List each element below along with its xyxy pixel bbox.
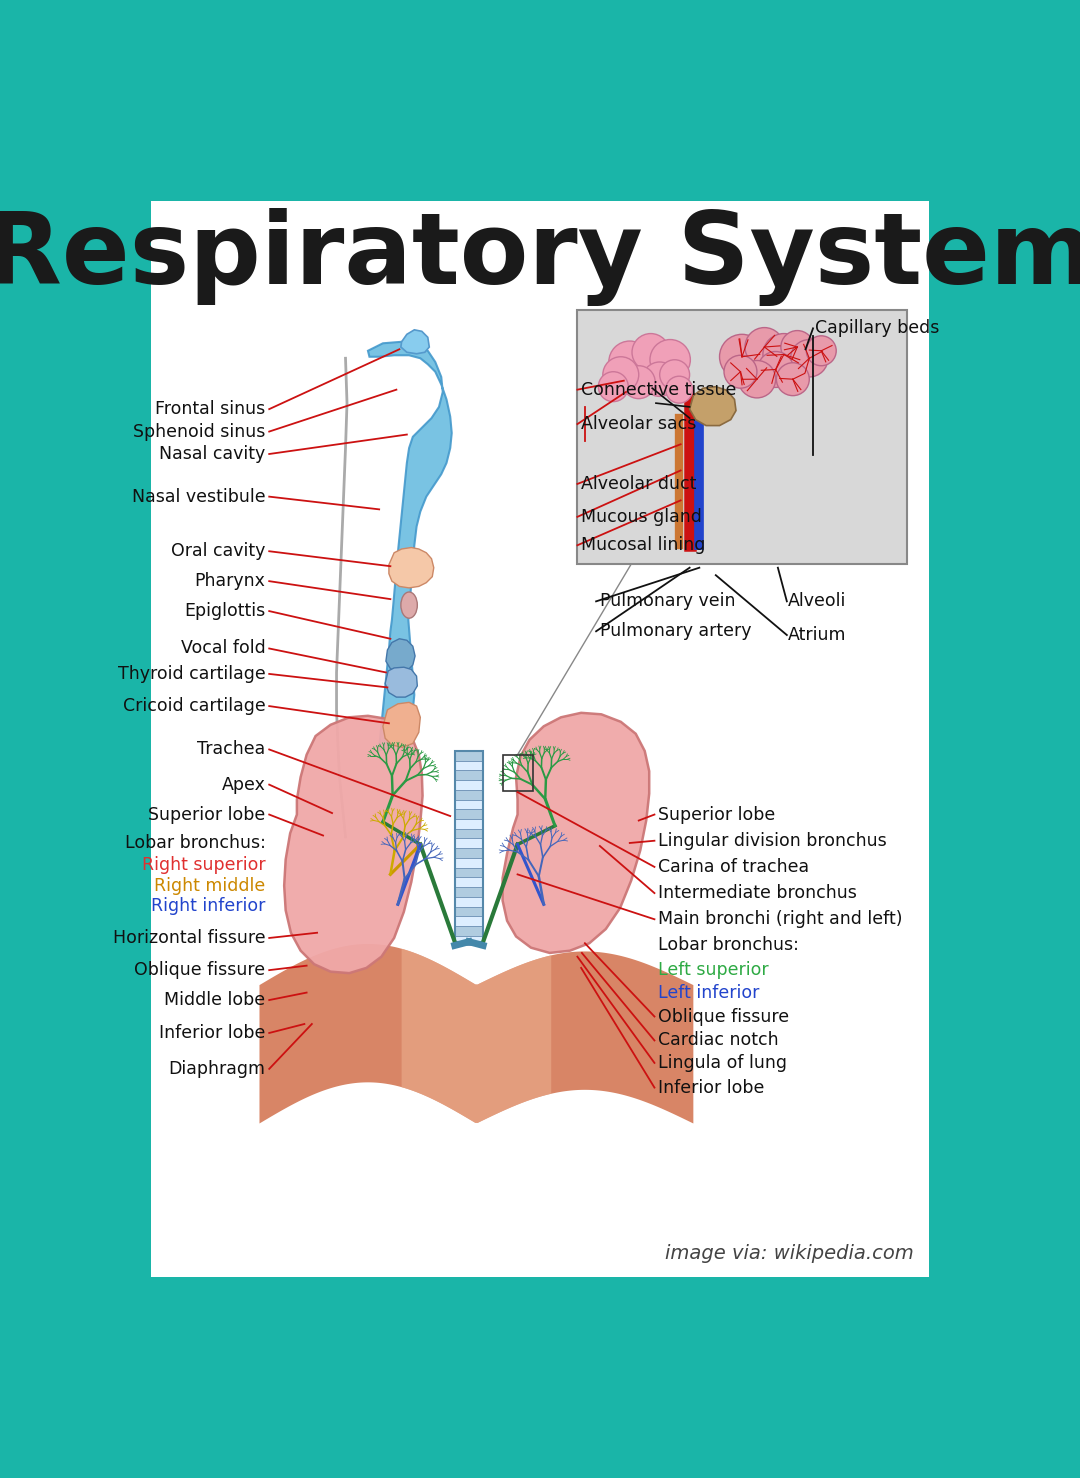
Circle shape — [807, 336, 836, 365]
Text: Nasal vestibule: Nasal vestibule — [132, 488, 266, 505]
Text: Right superior: Right superior — [141, 856, 266, 875]
Text: Mucosal lining: Mucosal lining — [581, 537, 705, 554]
Bar — [455, 829, 483, 838]
Text: Lobar bronchus:: Lobar bronchus: — [658, 937, 799, 955]
Text: Lingular division bronchus: Lingular division bronchus — [658, 832, 887, 850]
Text: Right middle: Right middle — [154, 876, 266, 894]
Text: Superior lobe: Superior lobe — [658, 806, 775, 823]
Circle shape — [724, 355, 757, 389]
Text: Alveolar duct: Alveolar duct — [581, 474, 697, 494]
Circle shape — [758, 352, 794, 387]
Bar — [455, 800, 483, 810]
Polygon shape — [502, 712, 649, 953]
Circle shape — [745, 328, 784, 367]
Text: Alveoli: Alveoli — [788, 593, 847, 610]
Polygon shape — [386, 638, 415, 672]
Bar — [455, 916, 483, 927]
Polygon shape — [368, 341, 451, 751]
Bar — [455, 868, 483, 878]
Circle shape — [791, 340, 828, 377]
Text: Mucous gland: Mucous gland — [581, 508, 702, 526]
Bar — [455, 770, 483, 780]
Text: image via: wikipedia.com: image via: wikipedia.com — [665, 1244, 914, 1264]
Text: Pulmonary artery: Pulmonary artery — [599, 622, 752, 640]
Text: Vocal fold: Vocal fold — [180, 640, 266, 658]
Polygon shape — [386, 667, 417, 698]
Text: Inferior lobe: Inferior lobe — [658, 1079, 765, 1097]
Text: Connective tissue: Connective tissue — [581, 381, 737, 399]
Circle shape — [739, 361, 775, 398]
Circle shape — [643, 362, 677, 396]
Text: Superior lobe: Superior lobe — [148, 806, 266, 823]
Bar — [455, 848, 483, 857]
Text: Left superior: Left superior — [658, 961, 769, 978]
Text: Trachea: Trachea — [198, 740, 266, 758]
Bar — [455, 878, 483, 887]
Circle shape — [603, 356, 638, 393]
Text: Sphenoid sinus: Sphenoid sinus — [133, 423, 266, 440]
Text: Main bronchi (right and left): Main bronchi (right and left) — [658, 910, 903, 928]
Circle shape — [609, 341, 651, 383]
Bar — [455, 857, 483, 868]
Text: Apex: Apex — [221, 776, 266, 794]
Text: Diaphragm: Diaphragm — [168, 1060, 266, 1077]
Text: Lingula of lung: Lingula of lung — [658, 1054, 787, 1072]
Text: Right inferior: Right inferior — [151, 897, 266, 915]
Text: Left inferior: Left inferior — [658, 983, 759, 1002]
Polygon shape — [284, 715, 422, 973]
Text: Cricoid cartilage: Cricoid cartilage — [123, 698, 266, 715]
Text: Pulmonary vein: Pulmonary vein — [599, 593, 735, 610]
Bar — [455, 927, 483, 936]
Text: Pharynx: Pharynx — [194, 572, 266, 590]
Text: Oblique fissure: Oblique fissure — [658, 1008, 789, 1026]
Bar — [455, 789, 483, 800]
Circle shape — [622, 365, 656, 399]
Text: Cardiac notch: Cardiac notch — [658, 1032, 779, 1049]
Bar — [455, 761, 483, 770]
Circle shape — [777, 362, 809, 396]
Bar — [455, 897, 483, 906]
Text: Intermediate bronchus: Intermediate bronchus — [658, 884, 858, 902]
Ellipse shape — [401, 593, 417, 618]
Circle shape — [762, 334, 805, 375]
Bar — [455, 751, 483, 761]
Circle shape — [665, 377, 692, 403]
Text: Lobar bronchus:: Lobar bronchus: — [124, 834, 266, 851]
Bar — [455, 751, 483, 941]
Circle shape — [650, 340, 690, 380]
Text: Thyroid cartilage: Thyroid cartilage — [118, 665, 266, 683]
Bar — [455, 780, 483, 789]
Text: Epiglottis: Epiglottis — [185, 602, 266, 621]
Text: Respiratory System: Respiratory System — [0, 208, 1080, 306]
Text: Alveolar sacs: Alveolar sacs — [581, 415, 697, 433]
Circle shape — [632, 334, 670, 371]
Circle shape — [598, 371, 629, 402]
Polygon shape — [383, 702, 420, 748]
Circle shape — [660, 359, 690, 390]
Polygon shape — [389, 547, 434, 588]
Text: Carina of trachea: Carina of trachea — [658, 857, 809, 876]
Text: Oblique fissure: Oblique fissure — [134, 961, 266, 978]
Circle shape — [781, 331, 813, 364]
Text: Frontal sinus: Frontal sinus — [156, 401, 266, 418]
Bar — [455, 838, 483, 848]
Polygon shape — [690, 387, 735, 426]
Bar — [455, 936, 483, 946]
Text: Atrium: Atrium — [788, 627, 847, 644]
Polygon shape — [401, 330, 429, 353]
Circle shape — [719, 334, 765, 380]
Text: Oral cavity: Oral cavity — [171, 542, 266, 560]
Text: Nasal cavity: Nasal cavity — [159, 445, 266, 463]
Bar — [455, 819, 483, 829]
Bar — [455, 887, 483, 897]
Bar — [455, 810, 483, 819]
Text: Horizontal fissure: Horizontal fissure — [112, 930, 266, 947]
Text: Capillary beds: Capillary beds — [814, 319, 939, 337]
Bar — [502, 755, 532, 791]
Bar — [455, 906, 483, 916]
Text: Inferior lobe: Inferior lobe — [159, 1024, 266, 1042]
Bar — [578, 309, 906, 565]
Text: Middle lobe: Middle lobe — [164, 992, 266, 1009]
